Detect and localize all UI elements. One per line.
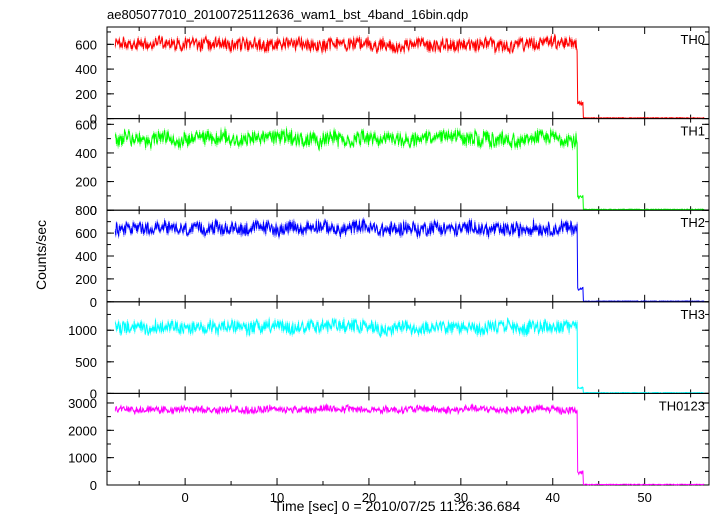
panel-label-th0123: TH0123 [659, 398, 705, 413]
x-tick-label: 10 [270, 490, 284, 505]
y-tick-label: 2000 [68, 423, 97, 438]
y-tick-label: 0 [90, 112, 97, 127]
series-line-th1 [114, 128, 705, 211]
y-tick-label: 400 [75, 249, 97, 264]
y-tick-label: 3000 [68, 396, 97, 411]
panel-frame [106, 392, 710, 486]
y-tick-label: 200 [75, 87, 97, 102]
y-tick-label: 800 [75, 203, 97, 218]
series-line-th0123 [114, 403, 705, 486]
y-tick-label: 0 [90, 478, 97, 493]
y-tick-label: 600 [75, 226, 97, 241]
x-axis-title: Time [sec] 0 = 2010/07/25 11:26:36.684 [274, 498, 521, 514]
x-tick-label: 0 [182, 490, 189, 505]
x-tick-label: 20 [362, 490, 376, 505]
series-line-th2 [114, 218, 705, 303]
y-tick-label: 1000 [68, 451, 97, 466]
y-tick-label: 600 [75, 37, 97, 52]
panel-th0123: 0 1000 2000 3000 TH0123 [68, 392, 710, 493]
panel-label-th1: TH1 [680, 124, 705, 139]
y-tick-label: 1000 [68, 323, 97, 338]
series-errorbars-th0123 [115, 403, 705, 485]
y-tick-label: 200 [75, 175, 97, 190]
panel-th2: 0 200 400 600 800 TH2 [75, 203, 710, 310]
y-tick-label: 600 [75, 117, 97, 132]
y-tick-label: 500 [75, 355, 97, 370]
panel-label-th2: TH2 [680, 215, 705, 230]
y-tick-label: 200 [75, 272, 97, 287]
panel-th0: 0 200 400 600 TH0 [75, 26, 710, 127]
x-tick-label: 30 [454, 490, 468, 505]
series-line-th0 [114, 34, 705, 120]
series-line-th3 [114, 317, 705, 394]
y-tick-label: 400 [75, 62, 97, 77]
x-tick-label: 40 [546, 490, 560, 505]
y-tick-label: 400 [75, 146, 97, 161]
y-tick-label: 0 [90, 203, 97, 218]
panel-label-th0: TH0 [680, 32, 705, 47]
y-tick-label: 0 [90, 386, 97, 401]
panel-frame [106, 301, 710, 394]
y-axis-title: Counts/sec [33, 220, 49, 290]
x-tick-label: 50 [637, 490, 651, 505]
panel-th3: 0 500 1000 TH3 [68, 301, 710, 401]
y-tick-label: 0 [90, 295, 97, 310]
chart-title: ae805077010_20100725112636_wam1_bst_4ban… [107, 7, 468, 22]
panel-label-th3: TH3 [680, 307, 705, 322]
panel-th1: 0 200 400 600 TH1 [75, 117, 710, 218]
